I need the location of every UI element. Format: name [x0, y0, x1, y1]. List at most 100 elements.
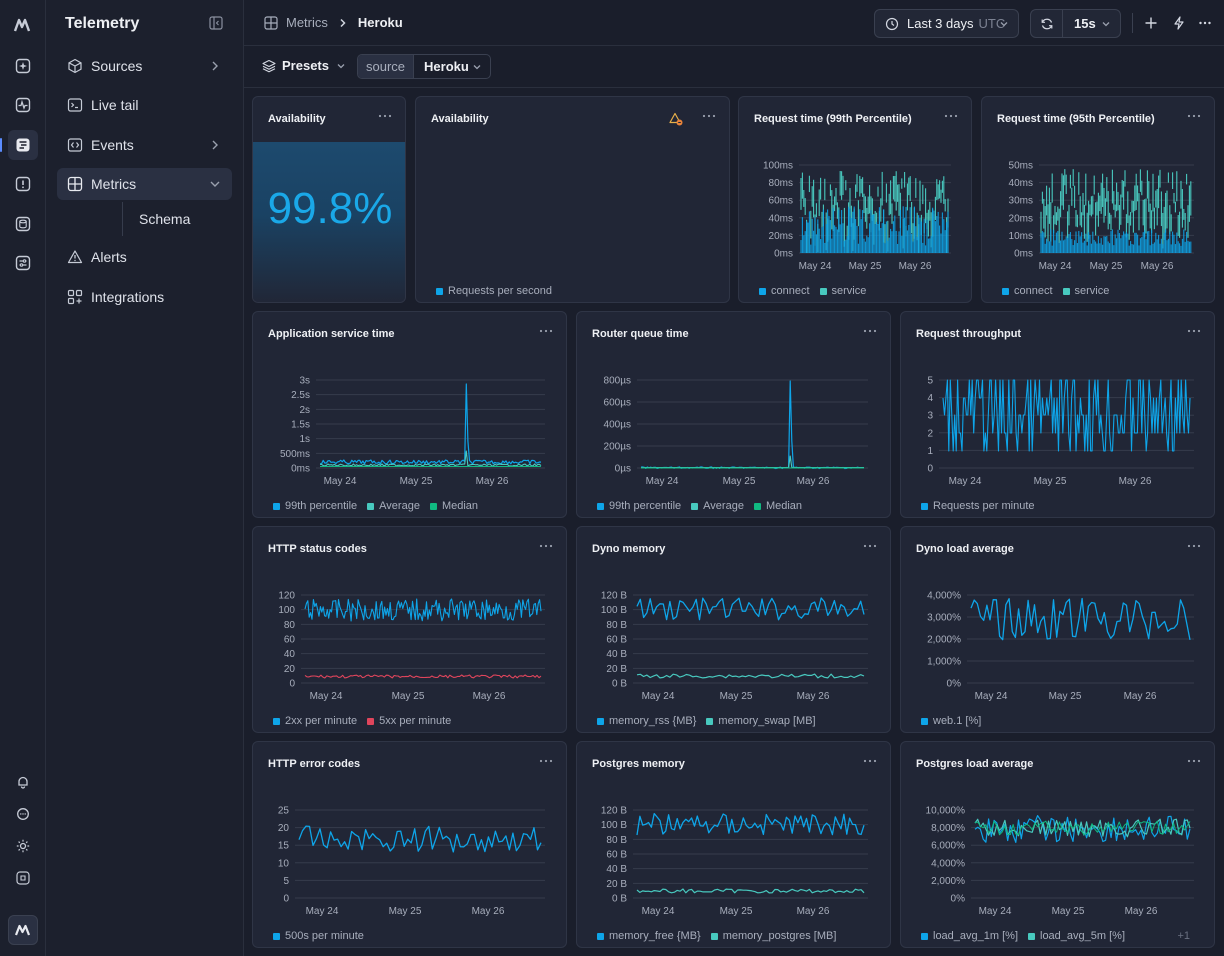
logs-icon[interactable]	[0, 130, 38, 160]
breadcrumb-root[interactable]: Metrics	[286, 15, 328, 30]
grid-icon	[264, 15, 278, 30]
x-tick-label: May 26	[899, 261, 932, 272]
time-range-picker[interactable]: Last 3 days UTC	[874, 9, 1019, 38]
legend-item[interactable]: load_avg_5m [%]	[1028, 930, 1125, 942]
card-title: Router queue time	[592, 328, 689, 340]
chart-http-error-codes[interactable]: 25 20 15 10 5 0 May 24 May 25 May 26	[253, 742, 567, 948]
chart-availability[interactable]: 10,000%8,000%6,000%4,000%2,000%0%May 24M…	[416, 97, 730, 303]
chevron-down-icon	[1102, 22, 1110, 27]
more-icon[interactable]	[1186, 109, 1202, 123]
legend-item[interactable]: memory_postgres [MB]	[710, 930, 836, 942]
legend-item[interactable]: Average	[367, 500, 420, 512]
series-memory-postgres	[636, 888, 865, 894]
x-tick-label: May 26	[797, 691, 830, 702]
legend-item[interactable]: connect	[759, 285, 810, 297]
chart-dyno-memory[interactable]: 120 B 100 B 80 B 60 B 40 B 20 B 0 B May 24 May 2…	[577, 527, 891, 733]
refresh-button[interactable]	[1031, 10, 1063, 37]
legend-item[interactable]: memory_free {MB}	[597, 930, 701, 942]
chat-icon[interactable]	[8, 799, 38, 829]
source-filter[interactable]: source Heroku	[357, 54, 491, 79]
sidebar-item-integrations[interactable]: Integrations	[57, 281, 232, 313]
legend-item[interactable]: 99th percentile	[273, 500, 357, 512]
sidebar-subitem-schema[interactable]: Schema	[139, 211, 191, 227]
more-icon[interactable]	[1198, 16, 1212, 30]
legend-item[interactable]: 2xx per minute	[273, 715, 357, 727]
filter-bar: Presets source Heroku	[244, 46, 1224, 88]
sun-icon[interactable]	[8, 831, 38, 861]
chart-legend: connect service	[759, 285, 866, 297]
more-icon[interactable]	[862, 324, 878, 338]
more-icon[interactable]	[377, 109, 393, 123]
plus-icon[interactable]	[1144, 16, 1158, 30]
legend-item[interactable]: memory_swap [MB]	[706, 715, 816, 727]
more-icon[interactable]	[1186, 324, 1202, 338]
card-router-queue-time: Router queue time 800µs 600µs 400µs 200µs 0µ…	[576, 311, 891, 518]
legend-item[interactable]: Median	[429, 500, 478, 512]
legend-item[interactable]: Average	[691, 500, 744, 512]
chart-dyno-load-average[interactable]: 4,000% 3,000% 2,000% 1,000% 0% May 24 May 25 Ma…	[901, 527, 1215, 733]
refresh-interval[interactable]: 15s	[1074, 16, 1096, 31]
warning-badge-icon[interactable]	[669, 112, 683, 126]
sparkle-icon[interactable]	[8, 51, 38, 81]
chart-request-throughput[interactable]: 5 4 3 2 1 0 May 24 May 25 May 26	[901, 312, 1215, 518]
legend-item[interactable]: memory_rss {MB}	[597, 715, 696, 727]
more-icon[interactable]	[943, 109, 959, 123]
sidebar-item-metrics[interactable]: Metrics	[57, 168, 232, 200]
sidebar-item-events[interactable]: Events	[57, 129, 232, 161]
chart-request-time-95[interactable]: 50ms 40ms 30ms 20ms 10ms 0ms May 24 May 25 May 2…	[982, 97, 1215, 303]
legend-item[interactable]: 99th percentile	[597, 500, 681, 512]
settings-sliders-icon[interactable]	[8, 248, 38, 278]
card-http-status-codes: HTTP status codes 120 100 80 60 40 20 0 May 24 M…	[252, 526, 567, 733]
more-icon[interactable]	[862, 539, 878, 553]
command-icon[interactable]	[8, 863, 38, 893]
y-tick-label: 40 B	[606, 864, 627, 875]
chart-postgres-memory[interactable]: 120 B 100 B 80 B 60 B 40 B 20 B 0 B May 24 May 2…	[577, 742, 891, 948]
sidebar-item-live-tail[interactable]: Live tail	[57, 89, 232, 121]
sidebar-item-alerts[interactable]: Alerts	[57, 241, 232, 273]
code-icon	[67, 137, 83, 153]
legend-item[interactable]: 5xx per minute	[367, 715, 451, 727]
legend-item[interactable]: web.1 [%]	[921, 715, 981, 727]
more-icon[interactable]	[538, 754, 554, 768]
y-tick-label: 20 B	[606, 664, 627, 675]
more-icon[interactable]	[538, 324, 554, 338]
chart-application-service-time[interactable]: 3s 2.5s 2s 1.5s 1s 500ms 0ms May 24 May 25 May 26	[253, 312, 567, 518]
legend-item[interactable]: Median	[753, 500, 802, 512]
legend-item[interactable]: service	[819, 285, 866, 297]
chart-request-time-99[interactable]: 100ms 80ms 60ms 40ms 20ms 0ms May 24 May 25 May …	[739, 97, 972, 303]
more-icon[interactable]	[701, 109, 717, 123]
logo-icon[interactable]	[8, 10, 38, 40]
sidebar-item-sources[interactable]: Sources	[57, 50, 232, 82]
legend-item[interactable]: load_avg_1m [%]	[921, 930, 1018, 942]
legend-item[interactable]: connect	[1002, 285, 1053, 297]
lightning-icon[interactable]	[1172, 16, 1186, 30]
chart-postgres-load-average[interactable]: 10,000% 8,000% 6,000% 4,000% 2,000% 0% May 24 M…	[901, 742, 1215, 948]
x-tick-label: May 24	[975, 691, 1008, 702]
card-title: Request time (95th Percentile)	[997, 113, 1155, 125]
alert-box-icon[interactable]	[8, 169, 38, 199]
sidebar-item-label: Live tail	[91, 97, 139, 113]
more-icon[interactable]	[862, 754, 878, 768]
more-icon[interactable]	[538, 539, 554, 553]
database-icon[interactable]	[8, 209, 38, 239]
y-tick-label: 80	[284, 620, 296, 631]
bell-icon[interactable]	[8, 767, 38, 797]
source-filter-value[interactable]: Heroku	[424, 59, 469, 74]
chart-legend: 500s per minute	[273, 930, 364, 942]
more-icon[interactable]	[1186, 754, 1202, 768]
y-tick-label: 40 B	[606, 649, 627, 660]
activity-icon[interactable]	[8, 90, 38, 120]
workspace-avatar[interactable]	[8, 915, 38, 945]
presets-button[interactable]: Presets	[262, 58, 347, 73]
legend-more-count[interactable]: +1	[1177, 930, 1190, 942]
legend-item[interactable]: service	[1062, 285, 1109, 297]
legend-item[interactable]: Requests per second	[436, 285, 552, 297]
y-tick-label: 8,000%	[931, 823, 965, 834]
collapse-sidebar-icon[interactable]	[209, 16, 223, 30]
more-icon[interactable]	[1186, 539, 1202, 553]
legend-item[interactable]: Requests per minute	[921, 500, 1035, 512]
chart-http-status-codes[interactable]: 120 100 80 60 40 20 0 May 24 May 25 May 26	[253, 527, 567, 733]
legend-item[interactable]: 500s per minute	[273, 930, 364, 942]
refresh-control[interactable]: 15s	[1030, 9, 1121, 38]
chart-router-queue-time[interactable]: 800µs 600µs 400µs 200µs 0µs May 24 May 25 May 2…	[577, 312, 891, 518]
